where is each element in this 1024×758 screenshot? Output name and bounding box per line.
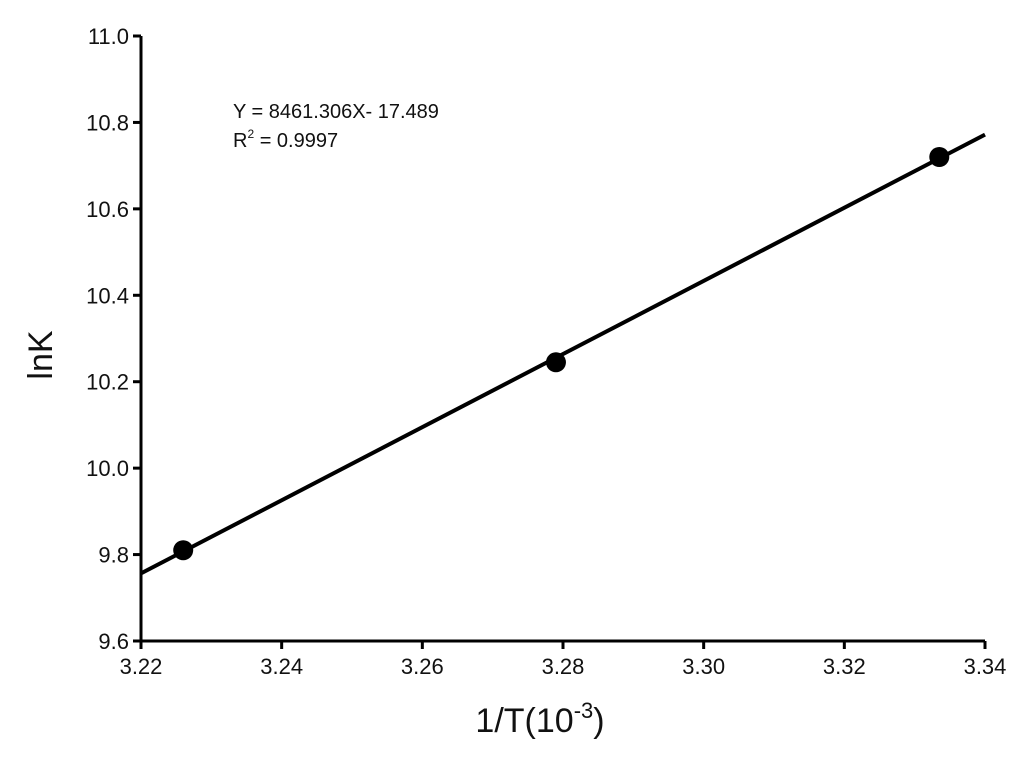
x-tick-label: 3.24 (260, 654, 303, 679)
x-tick-label: 3.22 (120, 654, 163, 679)
y-tick-label: 11.0 (88, 24, 129, 49)
x-tick-label: 3.26 (401, 654, 444, 679)
y-axis-label: lnK (22, 330, 60, 379)
y-tick-label: 10.4 (86, 283, 129, 308)
y-tick-label: 9.6 (98, 629, 129, 654)
equation-label: Y = 8461.306X- 17.489 (233, 101, 439, 123)
x-axis-label-sup: -3 (574, 698, 594, 723)
x-axis-label-close: ) (593, 702, 604, 740)
x-tick-label: 3.28 (542, 654, 585, 679)
r-squared-label: R2 = 0.9997 (233, 127, 338, 152)
ticks: 3.22 3.24 3.26 3.28 3.30 3.32 3.34 9.6 9.8 10.0 10… (86, 24, 1006, 679)
data-point (929, 147, 950, 167)
x-tick-label: 3.30 (682, 654, 725, 679)
r-squared-sup: 2 (247, 127, 254, 141)
r-squared-prefix: R (233, 130, 247, 152)
fit-line-group (140, 132, 986, 576)
y-tick-label: 10.6 (86, 197, 129, 222)
axes (139, 36, 985, 643)
x-tick-label: 3.32 (823, 654, 866, 679)
y-tick-label: 9.8 (98, 543, 129, 568)
x-axis-label-main: 1/T(10 (475, 702, 573, 740)
y-tick-label: 10.8 (86, 110, 129, 135)
r-squared-value: = 0.9997 (254, 130, 338, 152)
y-tick-label: 10.0 (86, 456, 129, 481)
data-point (173, 540, 194, 561)
data-points (173, 147, 950, 561)
x-axis-label: 1/T(10-3) (475, 698, 604, 740)
y-tick-label: 10.2 (86, 370, 129, 395)
fit-line (140, 132, 986, 576)
x-tick-label: 3.34 (964, 654, 1007, 679)
data-point (545, 352, 566, 373)
